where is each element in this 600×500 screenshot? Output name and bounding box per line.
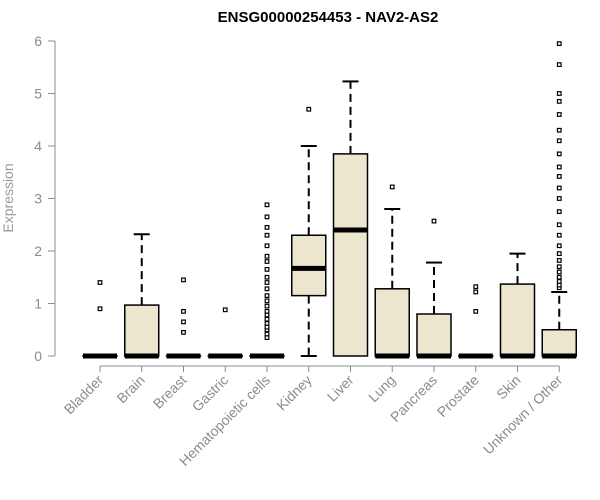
outlier-point: [265, 281, 269, 285]
box-11: [542, 42, 576, 356]
box-2: [167, 278, 201, 356]
y-tick-label: 3: [34, 191, 42, 207]
outlier-point: [265, 299, 269, 303]
outlier-point: [557, 270, 561, 274]
outlier-point: [557, 210, 561, 214]
outlier-point: [265, 203, 269, 207]
outlier-point: [182, 310, 186, 314]
x-tick-label: Unknown / Other: [480, 372, 566, 458]
outlier-point: [182, 278, 186, 282]
outlier-point: [265, 325, 269, 329]
box-body: [542, 330, 576, 356]
box-5: [292, 107, 326, 356]
outlier-point: [474, 285, 478, 289]
outlier-point: [265, 226, 269, 230]
outlier-point: [98, 281, 102, 285]
outlier-point: [557, 233, 561, 237]
outlier-point: [557, 152, 561, 156]
x-tick-label: Breast: [150, 372, 190, 412]
box-10: [501, 254, 535, 356]
outlier-point: [557, 186, 561, 190]
outlier-point: [265, 215, 269, 219]
outlier-point: [557, 139, 561, 143]
outlier-point: [557, 100, 561, 104]
boxplot-chart: ENSG00000254453 - NAV2-AS2 Expression 0 1…: [0, 0, 600, 500]
outlier-point: [265, 310, 269, 314]
box-1: [125, 234, 159, 356]
y-axis: 0 1 2 3 4 5 6: [34, 33, 55, 364]
boxes-group: [83, 42, 576, 356]
box-body: [501, 284, 535, 356]
box-0: [83, 281, 117, 356]
outlier-point: [557, 283, 561, 287]
x-tick-label: Liver: [324, 372, 357, 405]
box-4: [250, 203, 284, 356]
x-axis: [100, 366, 559, 372]
outlier-point: [390, 185, 394, 189]
box-8: [417, 219, 451, 356]
outlier-point: [265, 244, 269, 248]
outlier-point: [474, 290, 478, 294]
outlier-point: [557, 223, 561, 227]
box-body: [334, 154, 368, 356]
box-6: [334, 81, 368, 356]
y-tick-label: 6: [34, 33, 42, 49]
y-axis-label: Expression: [0, 163, 16, 232]
outlier-point: [265, 317, 269, 321]
outlier-point: [307, 107, 311, 111]
outlier-point: [182, 331, 186, 335]
outlier-point: [557, 244, 561, 248]
box-body: [292, 235, 326, 295]
box-9: [459, 285, 493, 356]
outlier-point: [474, 310, 478, 314]
outlier-point: [557, 275, 561, 279]
outlier-point: [265, 322, 269, 326]
box-body: [125, 305, 159, 356]
outlier-point: [98, 307, 102, 311]
chart-title: ENSG00000254453 - NAV2-AS2: [218, 9, 439, 26]
outlier-point: [265, 275, 269, 279]
outlier-point: [557, 42, 561, 46]
outlier-point: [182, 320, 186, 324]
box-7: [375, 185, 409, 356]
outlier-point: [557, 280, 561, 284]
outlier-point: [265, 294, 269, 298]
outlier-point: [432, 219, 436, 223]
outlier-point: [557, 92, 561, 96]
outlier-point: [557, 113, 561, 117]
x-tick-label: Kidney: [273, 372, 315, 414]
outlier-point: [265, 287, 269, 291]
outlier-point: [265, 304, 269, 308]
outlier-point: [223, 308, 227, 312]
outlier-point: [265, 336, 269, 340]
outlier-point: [265, 233, 269, 237]
outlier-point: [557, 252, 561, 256]
x-tick-label: Brain: [113, 372, 147, 406]
outlier-point: [265, 313, 269, 317]
y-tick-label: 0: [34, 348, 42, 364]
outlier-point: [557, 63, 561, 67]
outlier-point: [557, 265, 561, 269]
outlier-point: [265, 332, 269, 336]
outlier-point: [557, 175, 561, 179]
x-tick-label: Lung: [365, 372, 398, 405]
outlier-point: [557, 165, 561, 169]
box-body: [375, 289, 409, 356]
y-tick-label: 5: [34, 86, 42, 102]
outlier-point: [265, 268, 269, 272]
x-tick-label: Bladder: [61, 372, 107, 418]
box-body: [417, 314, 451, 356]
outlier-point: [265, 260, 269, 264]
box-3: [208, 308, 242, 356]
y-tick-label: 2: [34, 243, 42, 259]
outlier-point: [557, 128, 561, 132]
y-tick-label: 4: [34, 138, 42, 154]
outlier-point: [557, 197, 561, 201]
y-tick-label: 1: [34, 296, 42, 312]
outlier-point: [265, 254, 269, 258]
x-tick-label: Prostate: [434, 372, 482, 420]
x-tick-label: Skin: [493, 372, 524, 403]
outlier-point: [557, 259, 561, 263]
